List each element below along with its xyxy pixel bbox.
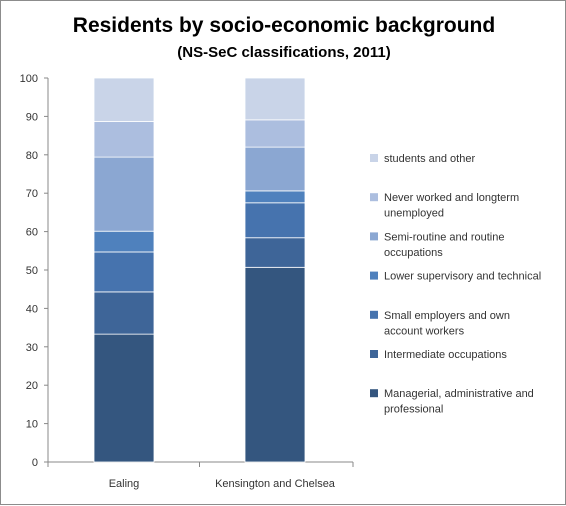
y-tick-label: 50	[26, 265, 38, 277]
bar-segment	[244, 266, 306, 463]
bar-segment	[93, 333, 155, 463]
bar-segment	[93, 291, 155, 335]
y-tick-label: 30	[26, 342, 38, 354]
legend-swatch	[370, 232, 378, 241]
chart-subtitle: (NS-SeC classifications, 2011)	[177, 44, 390, 61]
legend-label: Small employers and own account workers	[384, 310, 510, 338]
legend-swatch	[370, 310, 378, 319]
y-tick-label: 0	[32, 457, 38, 469]
legend-label: Intermediate occupations	[384, 349, 507, 361]
y-tick-label: 10	[26, 419, 38, 431]
legend-swatch	[370, 389, 378, 398]
y-tick-label: 40	[26, 303, 38, 315]
y-tick-label: 80	[26, 150, 38, 162]
legend-swatch	[370, 193, 378, 202]
y-tick-label: 70	[26, 188, 38, 200]
legend-label: students and other	[384, 153, 475, 165]
legend-swatch	[370, 271, 378, 280]
bar-segment	[93, 251, 155, 293]
bar-segment	[93, 120, 155, 158]
bar-segment	[244, 237, 306, 268]
bar-segment	[244, 119, 306, 148]
bar-segment	[244, 202, 306, 239]
plot-area: 0 10 20 30 40 50 60 70 80 90 100 Ealing Kensington a…	[20, 73, 354, 490]
bar-segment	[244, 190, 306, 204]
y-tick-label: 60	[26, 227, 38, 239]
x-category-label: Kensington and Chelsea	[215, 478, 336, 490]
legend-swatch	[370, 154, 378, 162]
legend: students and other Never worked and longt…	[370, 153, 541, 416]
legend-swatch	[370, 350, 378, 358]
y-tick-label: 20	[26, 380, 38, 392]
y-tick-label: 100	[20, 73, 38, 85]
chart-title: Residents by socio-economic background	[73, 14, 495, 37]
bar-segment	[93, 156, 155, 232]
bar-segment	[93, 77, 155, 122]
legend-label: Managerial, administrative and profession…	[384, 388, 534, 416]
legend-label: Semi-routine and routine occupations	[384, 231, 504, 259]
legend-label: Never worked and longterm unemployed	[384, 192, 519, 220]
bar-segment	[93, 230, 155, 253]
legend-label: Lower supervisory and technical	[384, 271, 541, 283]
bar-segment	[244, 77, 306, 121]
x-category-label: Ealing	[109, 478, 140, 490]
y-tick-label: 90	[26, 111, 38, 123]
bar-segment	[244, 146, 306, 192]
